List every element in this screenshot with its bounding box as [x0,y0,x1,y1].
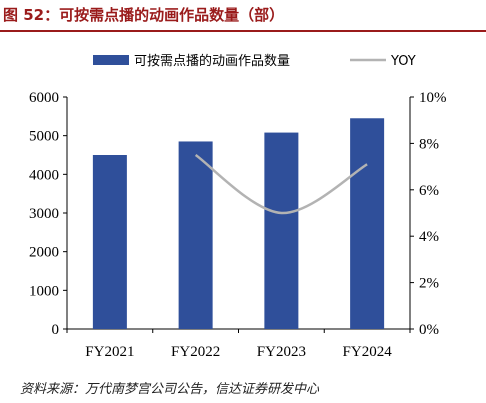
left-tick-label: 3000 [29,206,59,222]
x-tick-label: FY2024 [343,344,393,360]
bar-FY2024 [350,118,385,330]
left-tick-label: 2000 [29,245,59,261]
figure-title-bar: 图 52：可按需点播的动画作品数量（部） [0,0,486,32]
left-tick-label: 0 [52,322,60,338]
left-tick-label: 5000 [29,129,59,145]
legend-swatch-bar [93,55,129,65]
left-tick-label: 4000 [29,167,59,183]
right-tick-label: 4% [419,229,439,245]
right-tick-label: 0% [419,322,439,338]
right-tick-label: 2% [419,276,439,292]
bar-FY2021 [92,155,127,329]
bar-series [92,118,385,330]
x-tick-label: FY2021 [85,344,134,360]
source-note: 资料来源：万代南梦宫公司公告，信达证券研发中心 [20,382,320,397]
tick-labels: 0 1000 2000 3000 4000 5000 6000 0% 2% 4% 6% 8% 10% FY… [29,90,447,360]
left-tick-label: 6000 [29,90,59,106]
bar-FY2023 [264,132,299,329]
chart-legend: 可按需点播的动画作品数量 YOY [93,53,416,69]
right-tick-label: 10% [419,90,447,106]
bar-FY2022 [178,141,213,329]
yoy-line-series [194,153,368,215]
yoy-line [194,153,368,215]
legend-label-bar: 可按需点播的动画作品数量 [134,53,290,69]
right-tick-label: 6% [419,183,439,199]
figure-title: 图 52：可按需点播的动画作品数量（部） [3,6,285,24]
legend-label-line: YOY [390,54,416,69]
x-tick-label: FY2022 [171,344,220,360]
x-tick-label: FY2023 [257,344,306,360]
left-tick-label: 1000 [29,283,59,299]
right-tick-label: 8% [419,136,439,152]
chart: 可按需点播的动画作品数量 YOY 0 1000 2000 3000 4000 5000 600… [29,53,447,360]
